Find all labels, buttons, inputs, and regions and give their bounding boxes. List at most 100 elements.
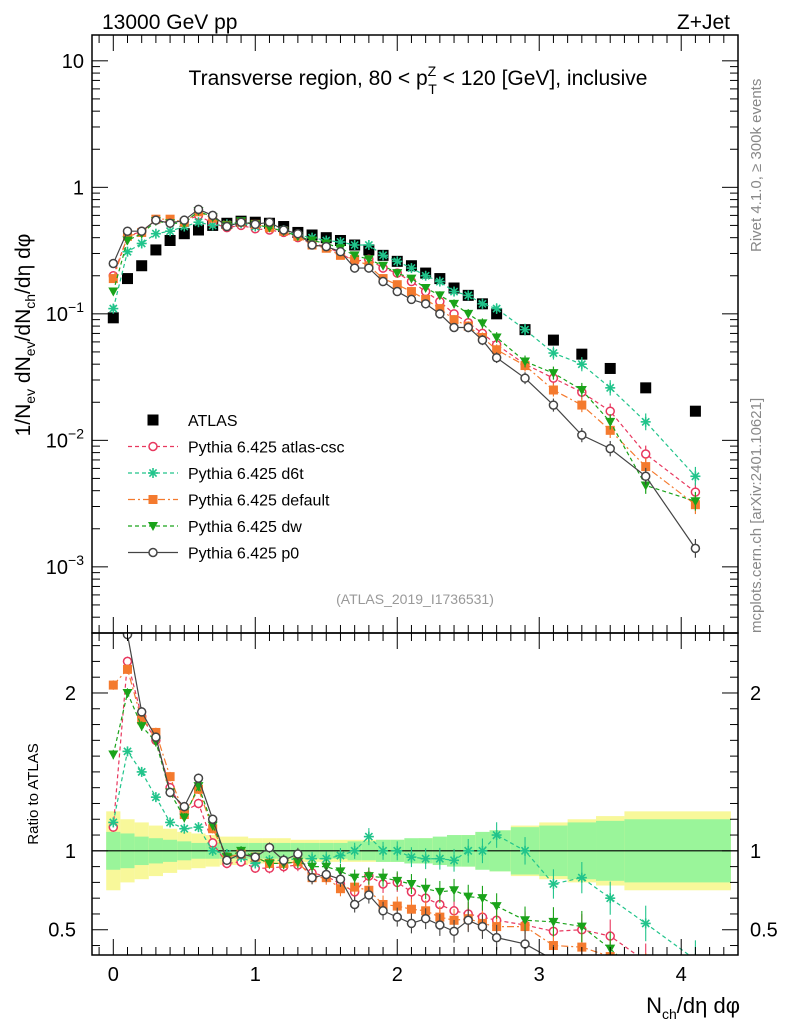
data-point-p0	[250, 219, 261, 230]
data-point-dw	[378, 261, 389, 271]
data-point-default	[492, 345, 502, 355]
ratio-line-p0	[126, 633, 547, 955]
data-point-dw	[392, 269, 403, 279]
data-point-p0	[520, 373, 530, 383]
ratio-point-d6t	[406, 852, 417, 863]
ratio-point-default	[406, 904, 416, 914]
legend-entry-d6t: Pythia 6.425 d6t	[128, 466, 304, 483]
data-point-p0	[690, 543, 701, 554]
data-point-p0	[577, 430, 587, 440]
ratio-point-d6t	[605, 893, 616, 904]
ratio-point-d6t	[363, 831, 374, 842]
main-title: Transverse region, 80 < pZ T < 120 [GeV],…	[189, 63, 648, 97]
data-point-d6t	[690, 471, 701, 482]
x-tick-label: 4	[676, 964, 687, 986]
data-point-p0	[420, 299, 431, 309]
ratio-point-p0	[136, 707, 147, 717]
data-point-d6t	[548, 348, 559, 359]
ratio-point-dw	[520, 916, 531, 926]
data-point-dw	[449, 299, 460, 309]
ratio-point-p0	[307, 872, 317, 883]
ratio-point-default	[165, 772, 175, 782]
y-tick-label: 10−1	[46, 299, 84, 326]
data-point-p0	[321, 241, 332, 252]
ratio-point-p0	[477, 921, 488, 932]
data-point-p0	[179, 215, 190, 225]
data-point-d6t	[449, 286, 460, 297]
ratio-point-d6t	[150, 792, 161, 803]
data-point-default	[449, 315, 459, 325]
ratio-point-p0	[606, 968, 614, 976]
data-point-d6t	[605, 382, 616, 393]
legend-entry-dw: Pythia 6.425 dw	[128, 519, 302, 536]
ratio-point-dw	[378, 873, 389, 883]
ratio-point-default	[350, 882, 360, 892]
legend-entry-default: Pythia 6.425 default	[128, 493, 330, 510]
data-point-p0	[264, 217, 275, 227]
header-right: Z+Jet	[677, 11, 730, 34]
rivet-version-label: Rivet 4.1.0, ≥ 300k events	[748, 78, 765, 252]
ratio-point-p0	[463, 915, 473, 926]
data-point-dw	[477, 319, 488, 329]
data-point-d6t	[520, 324, 531, 335]
data-point-d6t	[193, 217, 204, 228]
ratio-point-dw	[392, 876, 403, 886]
data-point-atlas	[547, 334, 559, 346]
ratio-point-dw	[179, 813, 190, 823]
main-y-axis-label: 1/Nev dNev/dNch/dη dφ	[12, 234, 38, 437]
ratio-point-p0	[364, 890, 374, 900]
ratio-point-p0	[236, 849, 246, 859]
data-point-dw	[434, 291, 445, 301]
data-point-d6t	[463, 290, 474, 301]
data-point-d6t	[108, 303, 119, 314]
legend-marker	[148, 468, 158, 478]
data-point-d6t	[378, 250, 389, 261]
ratio-point-p0	[264, 842, 275, 853]
ratio-point-p0	[222, 855, 232, 866]
ratio-point-p0	[151, 732, 161, 742]
legend-entry-atlas_csc: Pythia 6.425 atlas-csc	[128, 440, 345, 457]
ratio-point-d6t	[392, 845, 403, 856]
ratio-point-d6t	[378, 845, 389, 856]
ratio-line-d6t	[112, 749, 690, 955]
data-point-p0	[548, 400, 559, 410]
ratio-frame	[91, 632, 739, 956]
x-tick-label: 2	[392, 964, 403, 986]
data-point-dw	[690, 497, 701, 507]
ratio-point-dw	[641, 978, 651, 987]
data-point-atlas	[178, 228, 190, 240]
ratio-point-p0	[109, 578, 117, 586]
ratio-point-d6t	[491, 830, 502, 841]
data-point-dw	[406, 274, 417, 284]
data-point-p0	[477, 335, 488, 345]
data-point-p0	[335, 246, 346, 257]
ratio-point-p0	[293, 849, 303, 859]
data-point-d6t	[406, 263, 417, 274]
ratio-point-d6t	[349, 845, 360, 856]
legend-label: Pythia 6.425 p0	[188, 546, 299, 563]
ratio-point-dw	[477, 894, 488, 904]
data-point-atlas	[604, 362, 616, 374]
ratio-point-p0	[553, 954, 554, 955]
ratio-point-p0	[250, 852, 261, 862]
series-line-p0	[112, 208, 696, 549]
series-p0	[108, 204, 701, 558]
ratio-point-d6t	[449, 855, 460, 866]
legend-marker	[147, 414, 159, 426]
x-tick-label: 0	[108, 964, 119, 986]
ratio-point-dw	[349, 873, 360, 883]
data-point-p0	[449, 322, 459, 333]
ratio-point-atlas_csc	[691, 968, 699, 976]
ratio-point-d6t	[165, 817, 176, 828]
data-point-d6t	[363, 240, 374, 251]
data-point-atlas_csc	[640, 449, 651, 459]
data-point-d6t	[420, 270, 431, 281]
ratio-point-d6t	[463, 845, 474, 856]
data-point-default	[548, 385, 558, 395]
ratio-point-p0	[321, 869, 332, 880]
ratio-point-dw	[690, 975, 700, 984]
data-point-p0	[222, 221, 232, 232]
ratio-point-p0	[193, 773, 204, 783]
ratio-point-dw	[321, 862, 332, 872]
ratio-point-atlas_csc	[122, 656, 133, 667]
